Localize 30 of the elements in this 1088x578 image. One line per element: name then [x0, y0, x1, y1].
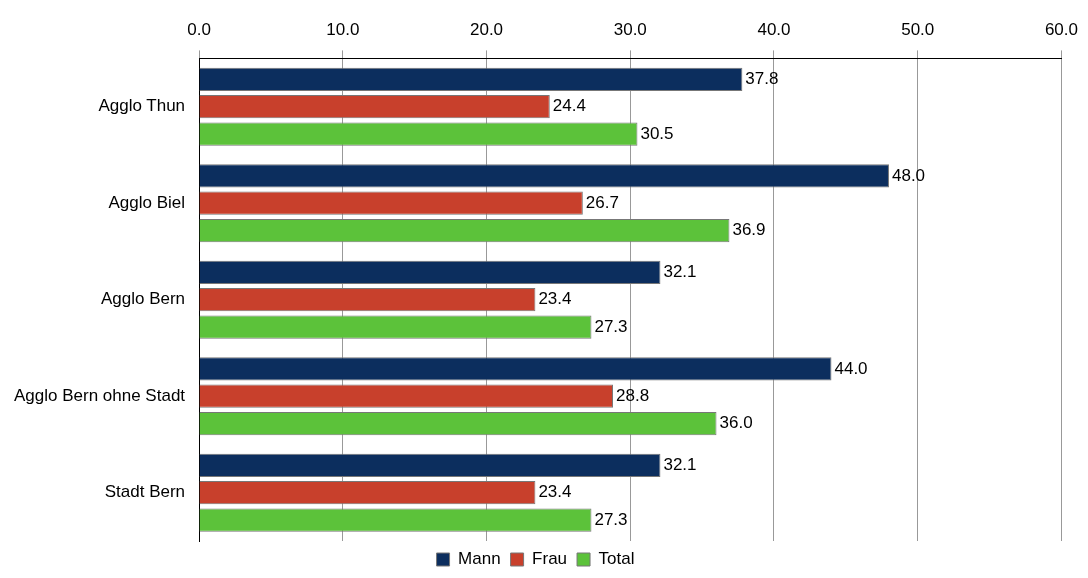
- data-label: 28.8: [616, 385, 650, 405]
- data-label: 23.4: [538, 289, 572, 309]
- y-tick-label: Stadt Bern: [104, 482, 186, 502]
- x-tick-label: 50.0: [901, 19, 935, 39]
- data-label: 23.4: [538, 482, 572, 502]
- x-tick-label: 0.0: [187, 19, 211, 39]
- data-label: 36.9: [732, 220, 766, 240]
- data-label: 36.0: [719, 413, 753, 433]
- x-tick-label: 20.0: [469, 19, 504, 39]
- y-tick-label: Agglo Thun: [98, 96, 186, 116]
- data-label: 32.1: [663, 455, 697, 475]
- data-label: 37.8: [745, 69, 779, 88]
- legend-label: Mann: [458, 549, 501, 569]
- legend-label: Total: [598, 549, 635, 569]
- x-tick-label: 40.0: [757, 19, 791, 39]
- x-tick-label: 10.0: [326, 19, 360, 39]
- y-tick-label: Agglo Bern: [100, 289, 186, 309]
- y-tick-label: Agglo Biel: [108, 192, 186, 212]
- data-label: 27.3: [594, 316, 628, 336]
- y-tick-label: Agglo Bern ohne Stadt: [13, 385, 186, 405]
- data-label: 44.0: [834, 358, 868, 378]
- data-label: 26.7: [585, 192, 619, 212]
- data-label: 24.4: [552, 96, 586, 116]
- x-tick-label: 60.0: [1044, 19, 1078, 39]
- data-label: 48.0: [891, 165, 926, 185]
- legend-label: Frau: [532, 549, 568, 569]
- data-label: 30.5: [640, 123, 674, 143]
- data-label: 27.3: [594, 509, 628, 529]
- data-label: 32.1: [663, 262, 697, 282]
- x-tick-label: 30.0: [613, 19, 647, 39]
